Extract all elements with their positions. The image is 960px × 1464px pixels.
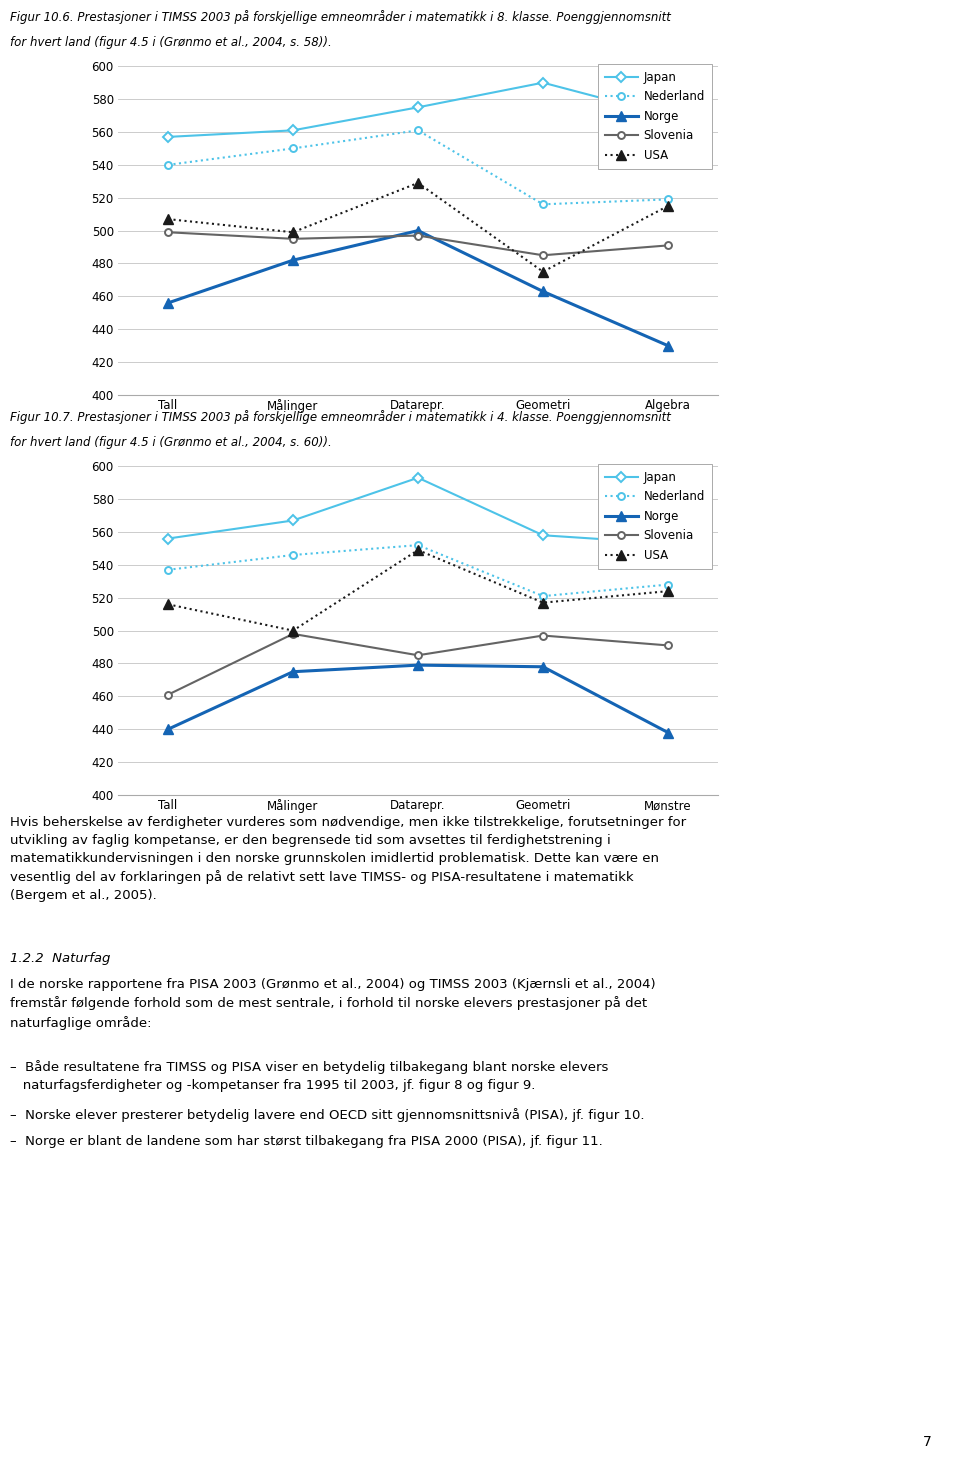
Legend: Japan, Nederland, Norge, Slovenia, USA: Japan, Nederland, Norge, Slovenia, USA bbox=[597, 464, 712, 569]
Text: 1.2.2  Naturfag: 1.2.2 Naturfag bbox=[10, 952, 110, 965]
Legend: Japan, Nederland, Norge, Slovenia, USA: Japan, Nederland, Norge, Slovenia, USA bbox=[597, 64, 712, 168]
Text: Figur 10.7. Prestasjoner i TIMSS 2003 på forskjellige emneområder i matematikk i: Figur 10.7. Prestasjoner i TIMSS 2003 på… bbox=[10, 410, 671, 425]
Text: I de norske rapportene fra PISA 2003 (Grønmo et al., 2004) og TIMSS 2003 (Kjærns: I de norske rapportene fra PISA 2003 (Gr… bbox=[10, 978, 656, 1029]
Text: 7: 7 bbox=[923, 1435, 931, 1449]
Text: –  Norske elever presterer betydelig lavere end OECD sitt gjennomsnittsnivå (PIS: – Norske elever presterer betydelig lave… bbox=[10, 1108, 644, 1121]
Text: Hvis beherskelse av ferdigheter vurderes som nødvendige, men ikke tilstrekkelige: Hvis beherskelse av ferdigheter vurderes… bbox=[10, 815, 686, 902]
Text: –  Norge er blant de landene som har størst tilbakegang fra PISA 2000 (PISA), jf: – Norge er blant de landene som har stør… bbox=[10, 1135, 603, 1148]
Text: for hvert land (figur 4.5 i (Grønmo et al., 2004, s. 60)).: for hvert land (figur 4.5 i (Grønmo et a… bbox=[10, 436, 332, 449]
Text: Figur 10.6. Prestasjoner i TIMSS 2003 på forskjellige emneområder i matematikk i: Figur 10.6. Prestasjoner i TIMSS 2003 på… bbox=[10, 10, 671, 23]
Text: for hvert land (figur 4.5 i (Grønmo et al., 2004, s. 58)).: for hvert land (figur 4.5 i (Grønmo et a… bbox=[10, 37, 332, 48]
Text: –  Både resultatene fra TIMSS og PISA viser en betydelig tilbakegang blant norsk: – Både resultatene fra TIMSS og PISA vis… bbox=[10, 1060, 609, 1092]
